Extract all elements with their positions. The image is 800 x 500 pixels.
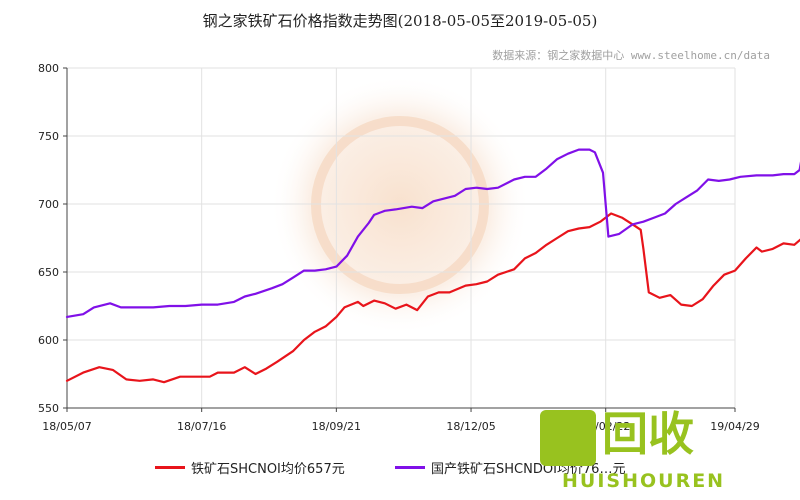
legend-swatch-red <box>155 466 185 469</box>
y-tick-label: 600 <box>38 334 59 347</box>
chart-title: 钢之家铁矿石价格指数走势图(2018-05-05至2019-05-05) <box>202 12 598 30</box>
background-seal-ring <box>311 116 489 294</box>
data-source-note: 数据来源：钢之家数据中心 www.steelhome.cn/data <box>492 49 770 62</box>
y-tick-label: 550 <box>38 402 59 415</box>
watermark-text-main: 回收 <box>602 407 694 461</box>
watermark-text-sub: HUISHOUREN <box>562 470 726 492</box>
y-tick-label: 650 <box>38 266 59 279</box>
huishouren-watermark-logo: 回收 HUISHOUREN <box>540 404 723 494</box>
x-tick-label: 19/04/29 <box>710 420 759 433</box>
x-tick-label: 18/12/05 <box>446 420 495 433</box>
legend-label-series-1: 铁矿石SHCNOI均价657元 <box>191 462 345 477</box>
background-seal-watermark <box>270 75 530 335</box>
y-tick-label: 750 <box>38 130 59 143</box>
legend-item-series-1: 铁矿石SHCNOI均价657元 <box>155 458 345 477</box>
y-tick-label: 700 <box>38 198 59 211</box>
x-tick-label: 18/09/21 <box>312 420 361 433</box>
watermark-logo-mark <box>540 410 596 466</box>
x-tick-label: 18/05/07 <box>42 420 91 433</box>
x-tick-label: 18/07/16 <box>177 420 226 433</box>
y-axis-ticks: 550 600 650 700 750 800 <box>38 62 59 415</box>
y-tick-label: 800 <box>38 62 59 75</box>
series-line-2 <box>65 148 800 318</box>
legend-swatch-purple <box>395 466 425 469</box>
axes <box>63 67 736 412</box>
series-lines <box>65 148 800 384</box>
